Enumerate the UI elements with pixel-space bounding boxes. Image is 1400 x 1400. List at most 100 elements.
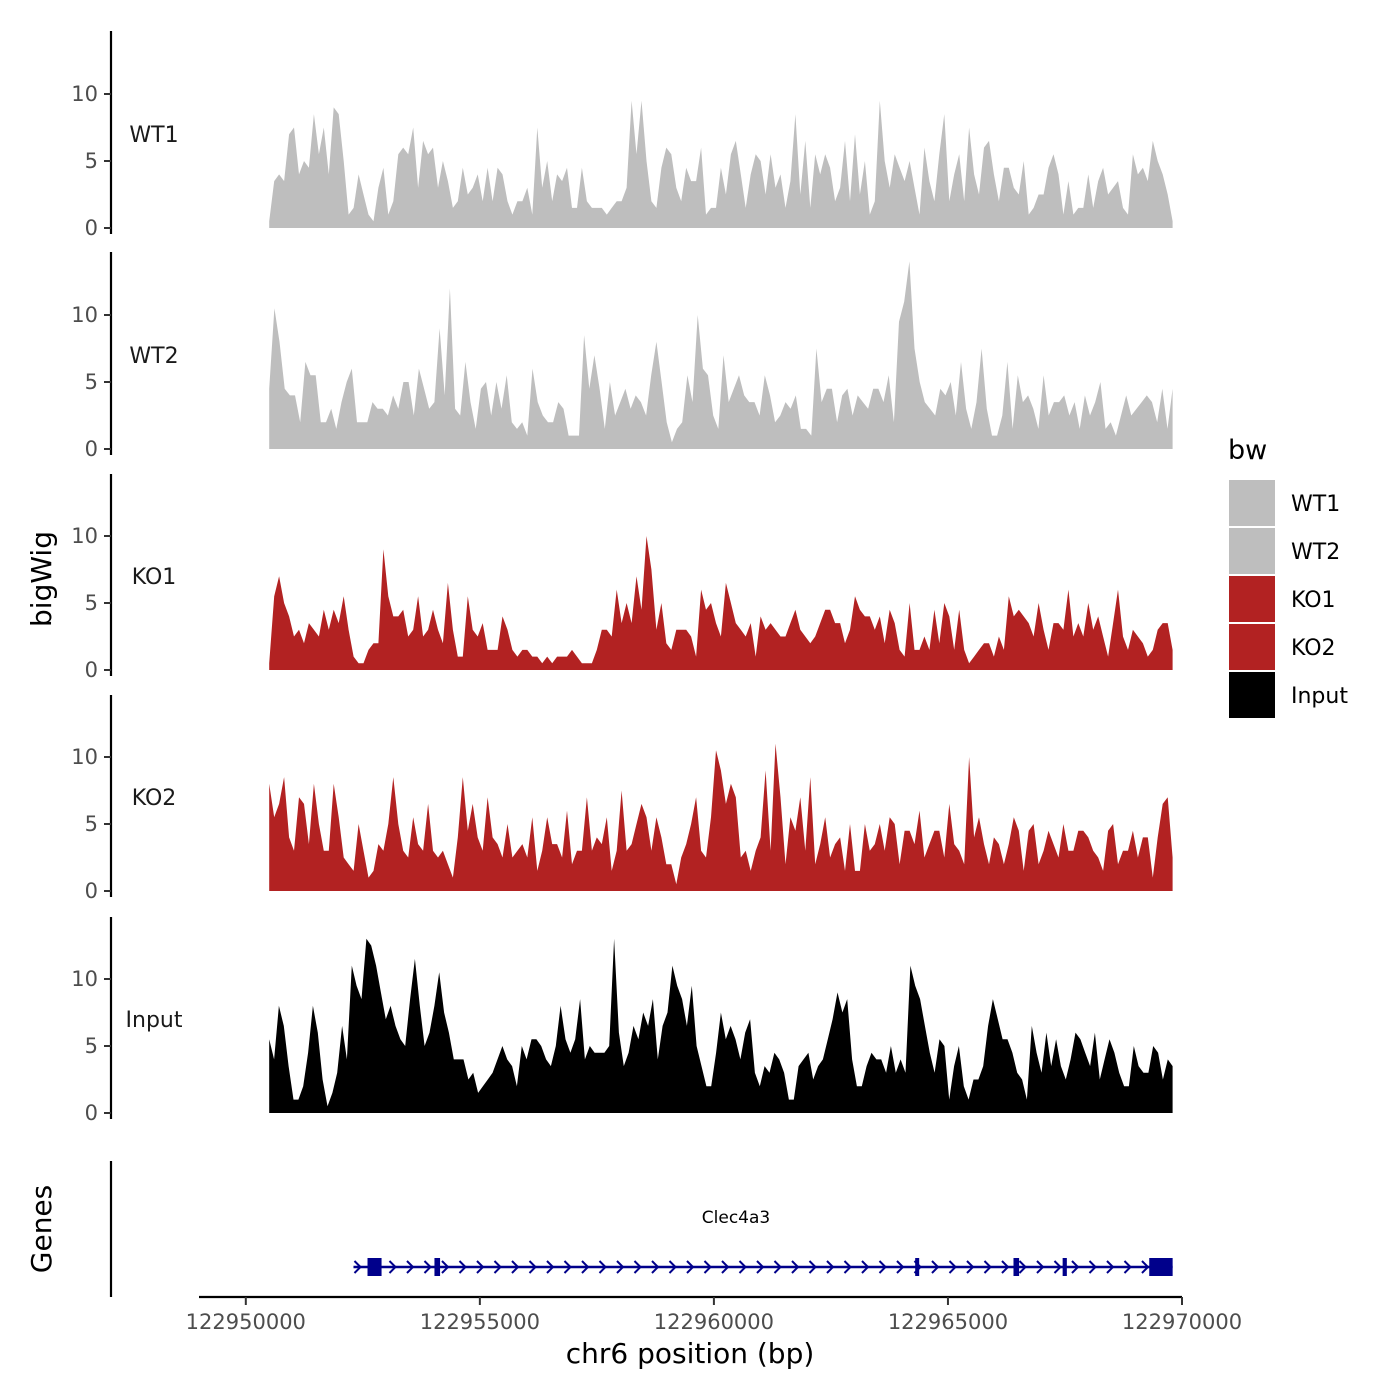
strand-arrow [1036, 1260, 1045, 1274]
gene-exon [434, 1258, 441, 1276]
track-label: Input [126, 1008, 183, 1033]
legend-label-KO1: KO1 [1291, 588, 1336, 613]
strand-arrow [826, 1260, 835, 1274]
y-axis-title: bigWig [25, 531, 58, 627]
strand-arrow [1001, 1260, 1010, 1274]
y-tick-label: 10 [71, 967, 98, 991]
y-tick-label: 5 [85, 1034, 98, 1058]
strand-arrow [878, 1260, 887, 1274]
signal-area-Input [269, 938, 1173, 1113]
strand-arrow [773, 1260, 782, 1274]
strand-arrow [1106, 1260, 1115, 1274]
x-axis-title: chr6 position (bp) [566, 1337, 815, 1370]
signal-area-KO1 [269, 536, 1173, 670]
strand-arrow [756, 1260, 765, 1274]
y-tick-label: 5 [85, 370, 98, 394]
gene-exon [367, 1258, 382, 1276]
strand-arrow [791, 1260, 800, 1274]
y-tick-label: 0 [85, 658, 98, 682]
y-tick-label: 0 [85, 216, 98, 240]
y-tick-label: 10 [71, 524, 98, 548]
strand-arrow [721, 1260, 730, 1274]
strand-arrow [458, 1260, 467, 1274]
track-label: KO2 [132, 786, 177, 811]
strand-arrow [668, 1260, 677, 1274]
legend-swatch-KO1 [1229, 576, 1275, 622]
strand-arrow [738, 1260, 747, 1274]
strand-arrow [563, 1260, 572, 1274]
strand-arrow [983, 1260, 992, 1274]
y-tick-label: 0 [85, 437, 98, 461]
legend-label-Input: Input [1291, 684, 1348, 709]
strand-arrow [493, 1260, 502, 1274]
strand-arrow [476, 1260, 485, 1274]
strand-arrow [861, 1260, 870, 1274]
y-tick-label: 5 [85, 149, 98, 173]
gene-exon [1013, 1258, 1020, 1276]
y-tick-label: 0 [85, 879, 98, 903]
strand-arrow [843, 1260, 852, 1274]
legend-label-KO2: KO2 [1291, 636, 1336, 661]
strand-arrow [388, 1260, 397, 1274]
y-tick-label: 10 [71, 303, 98, 327]
signal-tracks: 0 5 10 WT1 0 5 10 WT2 0 5 10 KO1 0 5 10 KO2 0 5 10 Input [71, 31, 1173, 1125]
gene-label: Clec4a3 [702, 1208, 770, 1228]
track-WT2: 0 5 10 WT2 [71, 252, 1173, 461]
strand-arrow [423, 1260, 432, 1274]
strand-arrow [686, 1260, 695, 1274]
gene-track-title: Genes [25, 1185, 58, 1273]
strand-arrow [703, 1260, 712, 1274]
signal-area-KO2 [269, 743, 1173, 891]
strand-arrow [1141, 1260, 1150, 1274]
legend: bw WT1 WT2 KO1 KO2 Input [1228, 435, 1348, 718]
track-KO1: 0 5 10 KO1 [71, 474, 1173, 682]
strand-arrow [948, 1260, 957, 1274]
strand-arrow [931, 1260, 940, 1274]
strand-arrow [406, 1260, 415, 1274]
legend-title: bw [1228, 435, 1267, 466]
signal-area-WT2 [269, 261, 1173, 449]
strand-arrow [511, 1260, 520, 1274]
track-label: WT1 [129, 123, 178, 148]
strand-arrow [528, 1260, 537, 1274]
legend-label-WT1: WT1 [1291, 492, 1340, 517]
signal-area-WT1 [269, 100, 1173, 228]
strand-arrow [1053, 1260, 1062, 1274]
x-tick-label: 122955000 [420, 1310, 540, 1334]
x-tick-label: 122950000 [186, 1310, 306, 1334]
legend-swatch-KO2 [1229, 624, 1275, 670]
strand-arrow [896, 1260, 905, 1274]
gene-exon [1149, 1258, 1173, 1276]
gene-exon [1062, 1258, 1067, 1276]
strand-arrow [1088, 1260, 1097, 1274]
x-tick-label: 122965000 [888, 1310, 1008, 1334]
legend-swatch-WT2 [1229, 528, 1275, 574]
strand-arrow [616, 1260, 625, 1274]
strand-arrow [353, 1260, 362, 1274]
track-label: KO1 [132, 565, 177, 590]
track-label: WT2 [129, 344, 178, 369]
x-axis: chr6 position (bp) 122950000 122955000 122… [186, 1295, 1242, 1370]
x-tick-label: 122970000 [1122, 1310, 1242, 1334]
y-tick-label: 10 [71, 745, 98, 769]
strand-arrow [546, 1260, 555, 1274]
strand-arrow [633, 1260, 642, 1274]
track-KO2: 0 5 10 KO2 [71, 695, 1173, 903]
strand-arrow [966, 1260, 975, 1274]
strand-arrow [1071, 1260, 1080, 1274]
legend-swatch-WT1 [1229, 480, 1275, 526]
y-tick-label: 5 [85, 591, 98, 615]
strand-arrow [581, 1260, 590, 1274]
track-WT1: 0 5 10 WT1 [71, 31, 1173, 240]
y-tick-label: 0 [85, 1101, 98, 1125]
strand-arrow [1018, 1260, 1027, 1274]
gene-exon [915, 1258, 920, 1276]
strand-arrow [1123, 1260, 1132, 1274]
x-tick-label: 122960000 [654, 1310, 774, 1334]
strand-arrow [651, 1260, 660, 1274]
y-tick-label: 10 [71, 82, 98, 106]
track-Input: 0 5 10 Input [71, 917, 1173, 1125]
gene-track: Genes Clec4a3 [25, 1161, 1173, 1297]
legend-label-WT2: WT2 [1291, 540, 1340, 565]
